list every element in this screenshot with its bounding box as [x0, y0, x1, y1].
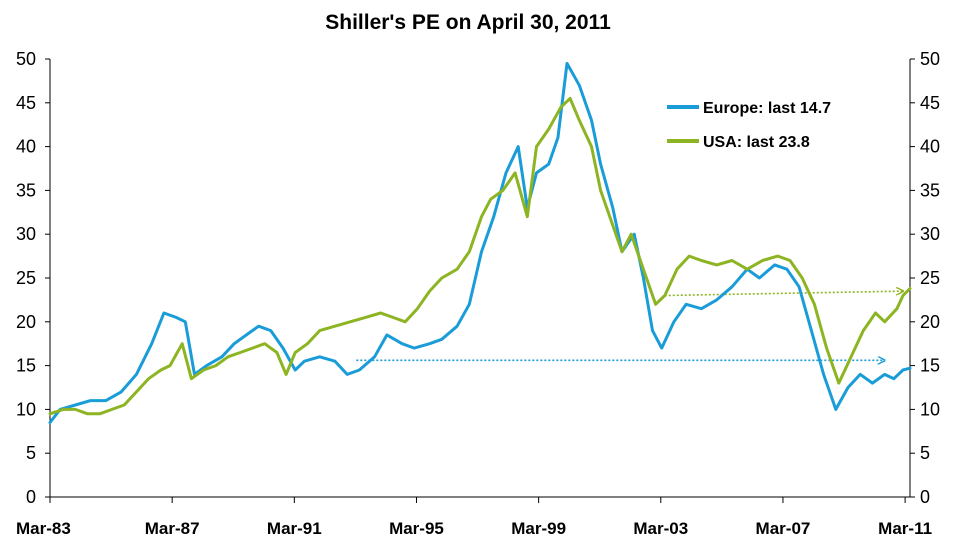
y-tick-label-left: 20: [16, 312, 36, 332]
y-tick-label-right: 35: [920, 180, 940, 200]
legend: Europe: last 14.7 USA: last 23.8: [667, 100, 831, 151]
axes: [49, 59, 911, 498]
y-tick-label-left: 35: [16, 180, 36, 200]
y-tick-label-left: 45: [16, 93, 36, 113]
y-tick-label-left: 40: [16, 137, 36, 157]
y-tick-label-left: 0: [26, 487, 36, 507]
x-tick-label: Mar-11: [878, 519, 932, 538]
y-axis-right: 0 5 10 15 20 25 30 35 40 45 50: [910, 49, 940, 507]
x-tick-label: Mar-91: [267, 519, 322, 538]
chart-title: Shiller's PE on April 30, 2011: [325, 11, 611, 34]
x-tick-label: Mar-07: [756, 519, 811, 538]
y-tick-label-right: 30: [920, 224, 940, 244]
series-line-europe: [48, 61, 912, 424]
y-tick-label-right: 45: [920, 93, 940, 113]
y-tick-label-left: 25: [16, 268, 36, 288]
y-tick-label-right: 10: [920, 399, 940, 419]
y-tick-label-right: 25: [920, 268, 940, 288]
y-tick-label-right: 0: [920, 487, 930, 507]
y-tick-label-right: 40: [920, 137, 940, 157]
series-lines: [48, 61, 912, 424]
legend-label-usa: USA: last 23.8: [703, 134, 810, 151]
x-tick-label: Mar-95: [389, 519, 444, 538]
reference-arrows: [356, 291, 903, 360]
reference-arrow-usa: [664, 291, 903, 297]
y-tick-label-right: 20: [920, 312, 940, 332]
series-line-usa: [48, 96, 912, 416]
y-tick-label-right: 50: [920, 49, 940, 69]
y-tick-label-left: 5: [26, 443, 36, 463]
y-tick-label-left: 30: [16, 224, 36, 244]
x-tick-label: Mar-83: [16, 519, 71, 538]
x-tick-label: Mar-03: [633, 519, 688, 538]
y-axis-left: 0 5 10 15 20 25 30 35 40 45 50: [16, 49, 50, 507]
y-tick-label-right: 5: [920, 443, 930, 463]
legend-label-europe: Europe: last 14.7: [703, 100, 831, 117]
y-tick-label-right: 15: [920, 356, 940, 376]
x-tick-label: Mar-99: [511, 519, 566, 538]
y-tick-label-left: 10: [16, 399, 36, 419]
y-tick-label-left: 50: [16, 49, 36, 69]
x-axis: Mar-83 Mar-87 Mar-91 Mar-95 Mar-99 Mar-03 Mar-…: [16, 497, 932, 538]
x-tick-label: Mar-87: [145, 519, 200, 538]
y-tick-label-left: 15: [16, 356, 36, 376]
